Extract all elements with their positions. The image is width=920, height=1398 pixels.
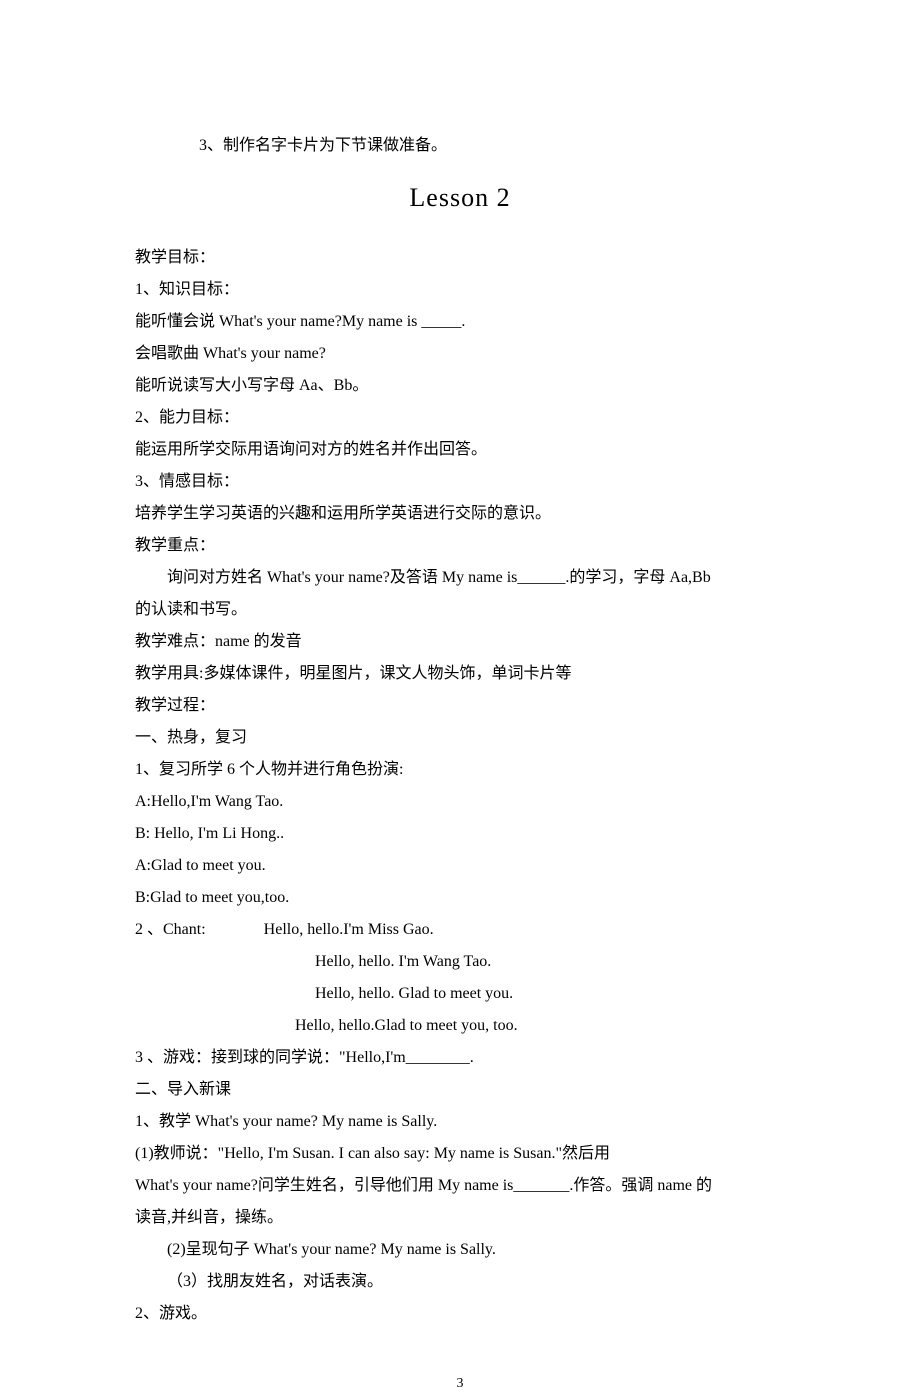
top-prep-line: 3、制作名字卡片为下节课做准备。 [135, 130, 785, 162]
part2-line1: 1、教学 What's your name? My name is Sally. [135, 1106, 785, 1138]
objectives-heading: 教学目标： [135, 242, 785, 274]
obj3-heading: 3、情感目标： [135, 466, 785, 498]
part1-line5: B:Glad to meet you,too. [135, 882, 785, 914]
part1-game: 3 、游戏：接到球的同学说："Hello,I'm________. [135, 1042, 785, 1074]
obj2-heading: 2、能力目标： [135, 402, 785, 434]
part1-line1: 1、复习所学 6 个人物并进行角色扮演: [135, 754, 785, 786]
part2-line3: What's your name?问学生姓名，引导他们用 My name is_… [135, 1170, 785, 1202]
tools-line: 教学用具:多媒体课件，明星图片，课文人物头饰，单词卡片等 [135, 658, 785, 690]
chant-line1: Hello, hello.I'm Miss Gao. [264, 921, 434, 938]
obj2-line1: 能运用所学交际用语询问对方的姓名并作出回答。 [135, 434, 785, 466]
keypoint-line1: 询问对方姓名 What's your name?及答语 My name is__… [135, 562, 785, 594]
part2-line2: (1)教师说："Hello, I'm Susan. I can also say… [135, 1138, 785, 1170]
obj1-line2: 会唱歌曲 What's your name? [135, 338, 785, 370]
lesson-title: Lesson 2 [135, 172, 785, 224]
chant-label: 2 、Chant: [135, 921, 206, 938]
page-number: 3 [135, 1370, 785, 1398]
keypoint-line2: 的认读和书写。 [135, 594, 785, 626]
obj1-heading: 1、知识目标： [135, 274, 785, 306]
part1-line4: A:Glad to meet you. [135, 850, 785, 882]
part1-heading: 一、热身，复习 [135, 722, 785, 754]
obj1-line3: 能听说读写大小写字母 Aa、Bb。 [135, 370, 785, 402]
chant-line3: Hello, hello. Glad to meet you. [135, 978, 785, 1010]
chant-lead: 2 、Chant: Hello, hello.I'm Miss Gao. [135, 914, 785, 946]
part1-line3: B: Hello, I'm Li Hong.. [135, 818, 785, 850]
process-heading: 教学过程： [135, 690, 785, 722]
part2-line6: （3）找朋友姓名，对话表演。 [135, 1266, 785, 1298]
obj1-line1: 能听懂会说 What's your name?My name is _____. [135, 306, 785, 338]
part2-line5: (2)呈现句子 What's your name? My name is Sal… [135, 1234, 785, 1266]
part2-line7: 2、游戏。 [135, 1298, 785, 1330]
part1-line2: A:Hello,I'm Wang Tao. [135, 786, 785, 818]
obj3-line1: 培养学生学习英语的兴趣和运用所学英语进行交际的意识。 [135, 498, 785, 530]
chant-line2: Hello, hello. I'm Wang Tao. [135, 946, 785, 978]
difficulty-line: 教学难点：name 的发音 [135, 626, 785, 658]
chant-line4: Hello, hello.Glad to meet you, too. [135, 1010, 785, 1042]
document-page: 3、制作名字卡片为下节课做准备。 Lesson 2 教学目标： 1、知识目标： … [0, 0, 920, 1398]
part2-heading: 二、导入新课 [135, 1074, 785, 1106]
keypoint-heading: 教学重点： [135, 530, 785, 562]
part2-line4: 读音,并纠音，操练。 [135, 1202, 785, 1234]
